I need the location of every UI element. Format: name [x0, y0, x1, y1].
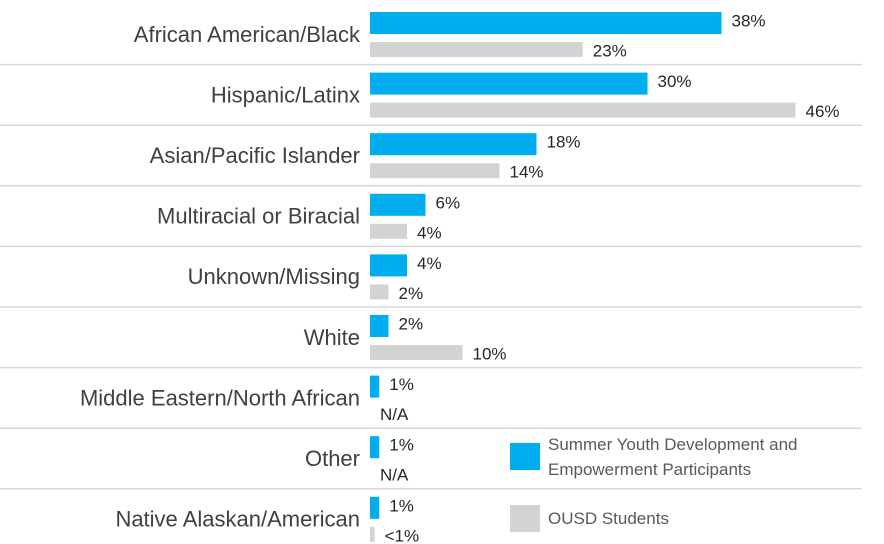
bar	[370, 254, 407, 277]
value-label: 1%	[389, 375, 414, 394]
value-label: 23%	[593, 41, 627, 60]
bar	[370, 436, 380, 459]
value-label: 10%	[473, 344, 507, 363]
value-label: 1%	[389, 496, 414, 515]
bar	[370, 72, 648, 95]
category-label: Native Alaskan/American	[115, 507, 360, 532]
value-label: 1%	[389, 436, 414, 455]
bar	[370, 375, 380, 398]
bar	[370, 526, 375, 542]
value-label: 2%	[399, 284, 424, 303]
legend-swatch	[510, 505, 540, 532]
bar	[370, 284, 389, 300]
bar	[370, 42, 583, 57]
bar	[370, 163, 500, 179]
value-label: 18%	[547, 133, 581, 152]
value-label: 30%	[658, 72, 692, 91]
category-label: Unknown/Missing	[188, 264, 360, 289]
category-label: Multiracial or Biracial	[157, 204, 360, 229]
value-label: 14%	[510, 163, 544, 182]
bar	[370, 223, 407, 239]
category-label: African American/Black	[134, 22, 361, 47]
value-label: 4%	[417, 223, 442, 242]
value-label: 2%	[399, 314, 424, 333]
bar	[370, 496, 380, 519]
legend-label: OUSD Students	[548, 509, 669, 528]
value-label: N/A	[380, 405, 409, 424]
value-label: 38%	[732, 11, 766, 30]
legend-label: Summer Youth Development and Empowerment…	[548, 435, 798, 479]
legend-swatch	[510, 443, 540, 470]
bar	[370, 102, 796, 118]
bar	[370, 345, 463, 360]
category-label: Middle Eastern/North African	[80, 385, 360, 410]
category-label: Asian/Pacific Islander	[150, 143, 360, 168]
category-label: White	[304, 325, 360, 350]
category-label: Hispanic/Latinx	[211, 82, 360, 107]
value-label: N/A	[380, 466, 409, 485]
value-label: <1%	[385, 526, 420, 544]
bar	[370, 133, 537, 156]
value-label: 6%	[436, 193, 461, 212]
bar	[370, 193, 426, 216]
bar	[370, 12, 722, 34]
bar	[370, 315, 389, 337]
value-label: 4%	[417, 254, 442, 273]
value-label: 46%	[806, 102, 840, 121]
category-label: Other	[305, 446, 360, 471]
